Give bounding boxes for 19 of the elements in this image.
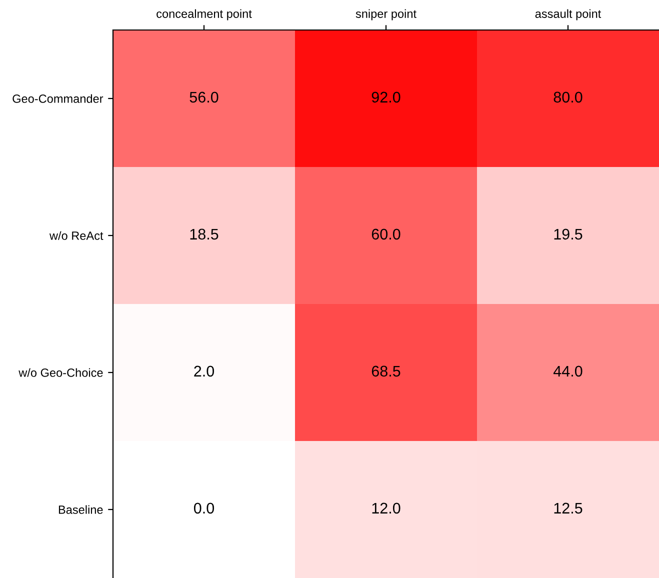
y-tick-label: Geo-Commander [12,94,104,103]
x-tick-label: assault point [535,9,602,20]
data-label: 80.0 [554,92,582,103]
y-tick-label: w/o Geo-Choice [18,368,103,377]
data-label: 0.0 [194,502,214,514]
data-label: 60.0 [372,228,400,240]
x-tick-label: concealment point [156,9,252,20]
data-label: 44.0 [553,366,582,377]
data-label: 12.5 [554,502,582,514]
data-label: 56.0 [190,92,218,103]
data-label: 2.0 [194,366,214,377]
data-label: 68.5 [372,366,400,377]
y-tick-label: Baseline [58,505,103,514]
x-tick-label: sniper point [356,9,416,20]
data-label: 19.5 [554,228,582,240]
data-label: 12.0 [372,502,400,514]
data-label: 18.5 [190,228,218,240]
y-tick-label: w/o ReAct [49,231,104,240]
data-label: 92.0 [372,92,400,103]
